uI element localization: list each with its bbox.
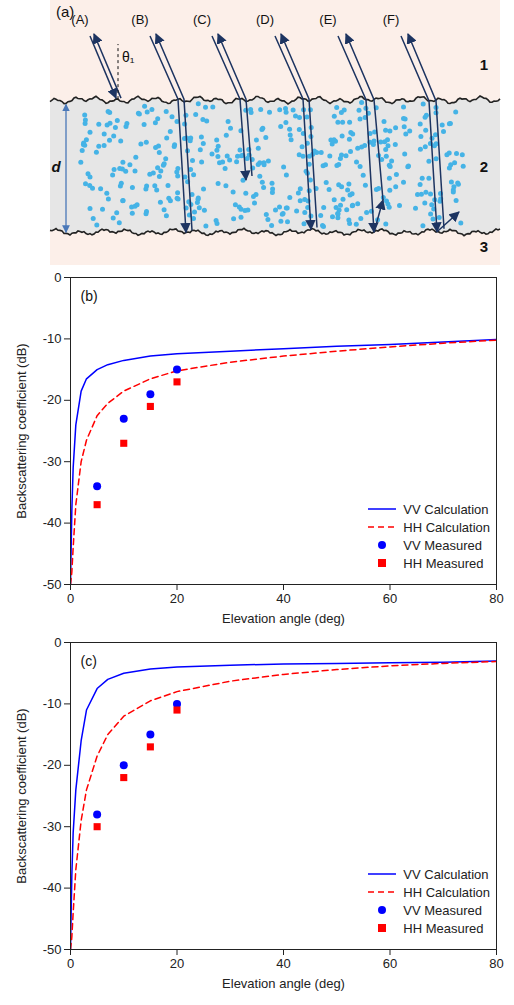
svg-text:2: 2 — [480, 158, 488, 175]
svg-text:-20: -20 — [43, 757, 62, 772]
svg-text:40: 40 — [276, 591, 290, 606]
html-text:VV Calculation: VV Calculation — [403, 501, 489, 517]
svg-text:-50: -50 — [43, 942, 62, 957]
html-text:HH Measured: HH Measured — [403, 920, 484, 936]
svg-text:-40: -40 — [43, 880, 62, 895]
html-text:VV Calculation: VV Calculation — [403, 866, 489, 882]
svg-text:(b): (b) — [81, 288, 98, 304]
svg-text:60: 60 — [383, 956, 397, 971]
svg-text:20: 20 — [170, 956, 184, 971]
html-text:HH Calculation: HH Calculation — [403, 519, 490, 535]
html-text:VV Measured: VV Measured — [403, 537, 483, 553]
html-text:HH Calculation: HH Calculation — [403, 884, 490, 900]
svg-text:Backscattering coefficient (dB: Backscattering coefficient (dB) — [14, 343, 29, 518]
svg-text:(c): (c) — [81, 653, 97, 669]
svg-text:(A): (A) — [71, 12, 89, 27]
svg-text:θ₁: θ₁ — [122, 49, 135, 65]
svg-text:3: 3 — [480, 238, 488, 255]
svg-text:d: d — [51, 158, 61, 175]
svg-text:Backscattering coefficient (dB: Backscattering coefficient (dB) — [14, 708, 29, 883]
svg-text:60: 60 — [383, 591, 397, 606]
svg-text:0: 0 — [67, 956, 74, 971]
svg-text:0: 0 — [67, 591, 74, 606]
svg-text:(a): (a) — [56, 3, 74, 20]
svg-text:(C): (C) — [193, 12, 211, 27]
svg-text:-20: -20 — [43, 392, 62, 407]
svg-text:-10: -10 — [43, 696, 62, 711]
svg-text:0: 0 — [54, 635, 61, 650]
html-text:VV Measured: VV Measured — [403, 902, 483, 918]
svg-text:(E): (E) — [319, 12, 336, 27]
svg-text:0: 0 — [54, 270, 61, 285]
svg-text:80: 80 — [489, 591, 503, 606]
svg-text:(B): (B) — [131, 12, 148, 27]
svg-text:-30: -30 — [43, 819, 62, 834]
svg-text:Elevation angle (deg): Elevation angle (deg) — [222, 976, 345, 991]
svg-text:-40: -40 — [43, 515, 62, 530]
svg-text:(D): (D) — [256, 12, 274, 27]
svg-text:(F): (F) — [383, 12, 400, 27]
svg-text:-50: -50 — [43, 577, 62, 592]
html-text:HH Measured: HH Measured — [403, 555, 484, 571]
svg-text:1: 1 — [480, 56, 488, 73]
svg-text:20: 20 — [170, 591, 184, 606]
svg-text:-10: -10 — [43, 331, 62, 346]
svg-text:Elevation angle (deg): Elevation angle (deg) — [222, 611, 345, 626]
svg-text:-30: -30 — [43, 454, 62, 469]
svg-text:80: 80 — [489, 956, 503, 971]
svg-text:40: 40 — [276, 956, 290, 971]
